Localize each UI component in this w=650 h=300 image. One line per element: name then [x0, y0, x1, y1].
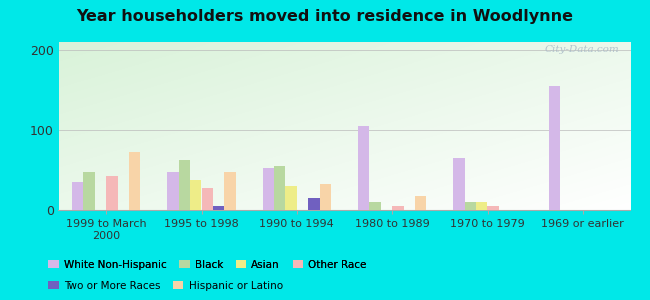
- Bar: [72, 182, 83, 210]
- Bar: [106, 176, 118, 210]
- Bar: [308, 198, 320, 210]
- Bar: [224, 172, 236, 210]
- Bar: [476, 202, 488, 210]
- Bar: [453, 158, 465, 210]
- Bar: [202, 188, 213, 210]
- Legend: Two or More Races, Hispanic or Latino: Two or More Races, Hispanic or Latino: [44, 277, 287, 295]
- Bar: [83, 172, 95, 210]
- Bar: [465, 202, 476, 210]
- Legend: White Non-Hispanic, Black, Asian, Other Race: White Non-Hispanic, Black, Asian, Other …: [44, 256, 370, 274]
- Text: Year householders moved into residence in Woodlynne: Year householders moved into residence i…: [77, 9, 573, 24]
- Bar: [167, 172, 179, 210]
- Bar: [190, 180, 202, 210]
- Bar: [320, 184, 331, 210]
- Bar: [549, 86, 560, 210]
- Bar: [213, 206, 224, 210]
- Bar: [358, 126, 369, 210]
- Bar: [392, 206, 404, 210]
- Bar: [285, 186, 297, 210]
- Bar: [129, 152, 140, 210]
- Bar: [263, 168, 274, 210]
- Bar: [488, 206, 499, 210]
- Bar: [274, 166, 285, 210]
- Bar: [179, 160, 190, 210]
- Bar: [369, 202, 381, 210]
- Bar: [415, 196, 426, 210]
- Text: City-Data.com: City-Data.com: [544, 45, 619, 54]
